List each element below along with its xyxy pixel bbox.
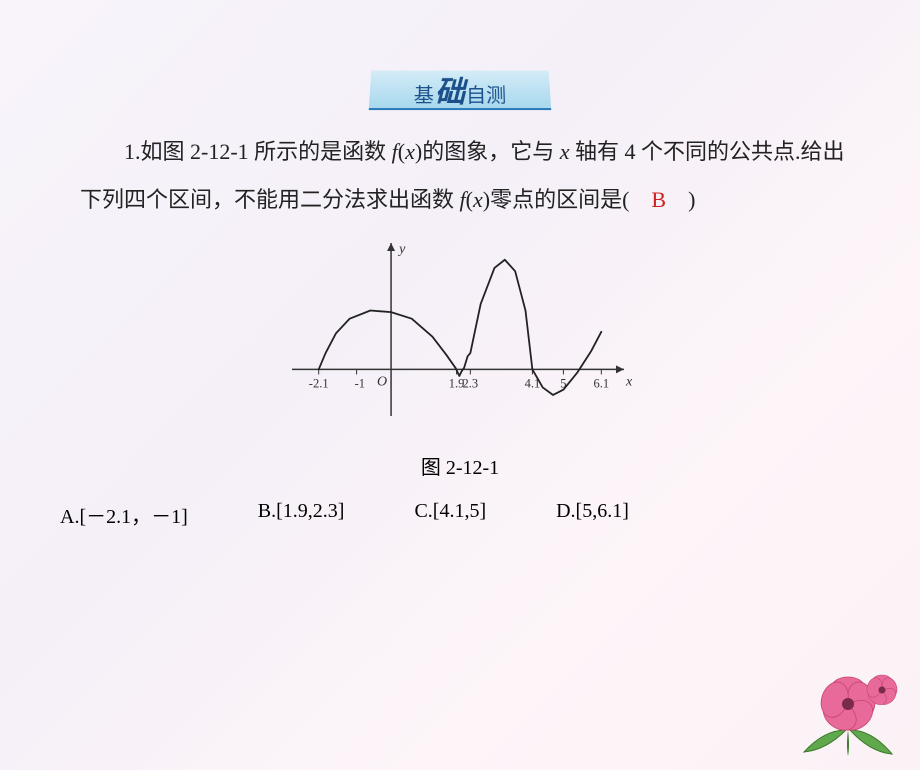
option-d: D.[5,6.1] <box>556 500 629 529</box>
banner-text: 基 础 自测 <box>413 68 506 112</box>
flower-decoration <box>786 660 906 760</box>
figure-label: 图 2-12-1 <box>0 451 920 480</box>
figure-wrap: yxO-2.1-11.92.34.156.1 图 2-12-1 <box>0 235 920 480</box>
section-banner: 基 础 自测 <box>370 70 550 108</box>
question-text: 1.如图 2-12-1 所示的是函数 f(x)的图象，它与 x 轴有 4 个不同… <box>80 128 860 225</box>
q-seg1c: 轴有 4 个不 <box>569 139 685 164</box>
q-lp: ( <box>398 139 405 164</box>
svg-text:6.1: 6.1 <box>594 376 610 390</box>
svg-text:x: x <box>625 374 633 389</box>
answer-letter: B <box>651 187 666 212</box>
banner-left: 基 <box>413 79 434 108</box>
function-graph: yxO-2.1-11.92.34.156.1 <box>280 235 640 440</box>
q-x1: x <box>405 139 415 164</box>
banner-bg: 基 础 自测 <box>369 70 552 110</box>
option-b: B.[1.9,2.3] <box>258 500 345 529</box>
q-rp2: ) <box>483 187 490 212</box>
option-c: C.[4.1,5] <box>414 500 486 529</box>
svg-text:O: O <box>377 374 387 389</box>
q-zero: 零 <box>490 187 512 212</box>
question-block: 1.如图 2-12-1 所示的是函数 f(x)的图象，它与 x 轴有 4 个不同… <box>0 108 920 225</box>
banner-mid: 础 <box>435 68 465 112</box>
q-x2: x <box>473 187 483 212</box>
options-row: A.[－2.1，－1] B.[1.9,2.3] C.[4.1,5] D.[5,6… <box>0 500 920 529</box>
svg-text:y: y <box>397 242 406 257</box>
svg-text:-1: -1 <box>355 376 365 390</box>
q-seg1: 1.如图 2-12-1 所示的是函数 <box>124 139 392 164</box>
svg-text:2.3: 2.3 <box>463 376 479 390</box>
option-a: A.[－2.1，－1] <box>60 500 188 529</box>
banner-right: 自测 <box>466 79 507 108</box>
q-lp2: ( <box>466 187 473 212</box>
q-seg3: 点的区间是( <box>512 187 651 212</box>
q-closep: ) <box>666 187 695 212</box>
q-seg1b: 的图象，它与 <box>422 139 560 164</box>
svg-text:-2.1: -2.1 <box>309 376 329 390</box>
